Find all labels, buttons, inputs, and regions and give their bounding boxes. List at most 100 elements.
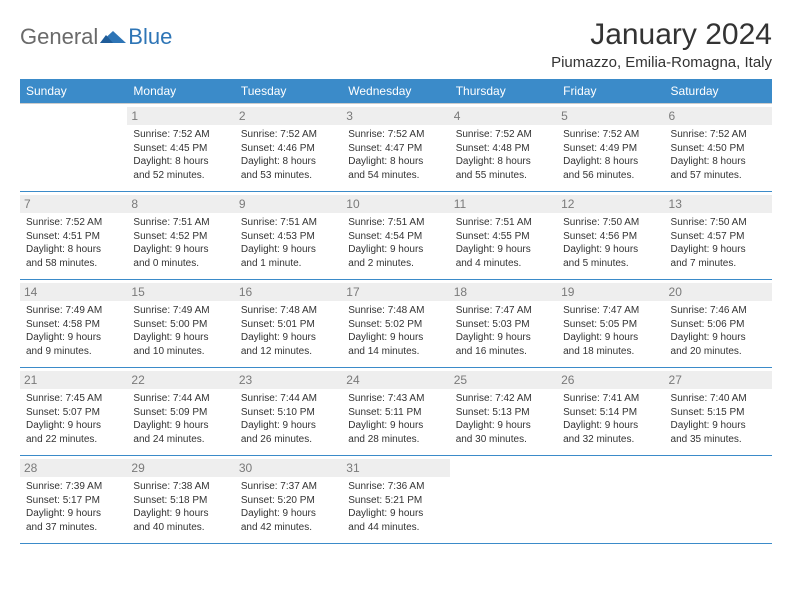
week-row: 7Sunrise: 7:52 AMSunset: 4:51 PMDaylight… (20, 192, 772, 280)
sunset-text: Sunset: 5:09 PM (133, 406, 228, 420)
sunset-text: Sunset: 4:49 PM (563, 142, 658, 156)
day-cell: 9Sunrise: 7:51 AMSunset: 4:53 PMDaylight… (235, 192, 342, 280)
daylight-text: Daylight: 9 hours (563, 331, 658, 345)
day-number: 28 (20, 459, 127, 477)
daylight-text: Daylight: 9 hours (348, 419, 443, 433)
day-cell: 14Sunrise: 7:49 AMSunset: 4:58 PMDayligh… (20, 280, 127, 368)
sunrise-text: Sunrise: 7:50 AM (563, 216, 658, 230)
sunrise-text: Sunrise: 7:37 AM (241, 480, 336, 494)
daylight-text: and 12 minutes. (241, 345, 336, 359)
daylight-text: and 18 minutes. (563, 345, 658, 359)
sunrise-text: Sunrise: 7:52 AM (348, 128, 443, 142)
day-cell: 18Sunrise: 7:47 AMSunset: 5:03 PMDayligh… (450, 280, 557, 368)
day-number: 30 (235, 459, 342, 477)
day-number: 11 (450, 195, 557, 213)
day-cell: 22Sunrise: 7:44 AMSunset: 5:09 PMDayligh… (127, 368, 234, 456)
daylight-text: and 4 minutes. (456, 257, 551, 271)
sunrise-text: Sunrise: 7:45 AM (26, 392, 121, 406)
sunset-text: Sunset: 5:00 PM (133, 318, 228, 332)
daylight-text: and 28 minutes. (348, 433, 443, 447)
daylight-text: Daylight: 9 hours (241, 331, 336, 345)
sunset-text: Sunset: 4:54 PM (348, 230, 443, 244)
day-number: 3 (342, 107, 449, 125)
daylight-text: and 26 minutes. (241, 433, 336, 447)
day-cell: 26Sunrise: 7:41 AMSunset: 5:14 PMDayligh… (557, 368, 664, 456)
daylight-text: and 16 minutes. (456, 345, 551, 359)
day-header: Monday (127, 79, 234, 104)
day-number: 14 (20, 283, 127, 301)
daylight-text: and 20 minutes. (671, 345, 766, 359)
day-cell: 23Sunrise: 7:44 AMSunset: 5:10 PMDayligh… (235, 368, 342, 456)
day-cell: 28Sunrise: 7:39 AMSunset: 5:17 PMDayligh… (20, 456, 127, 544)
sunset-text: Sunset: 4:51 PM (26, 230, 121, 244)
day-cell: 25Sunrise: 7:42 AMSunset: 5:13 PMDayligh… (450, 368, 557, 456)
day-cell: 2Sunrise: 7:52 AMSunset: 4:46 PMDaylight… (235, 104, 342, 192)
daylight-text: and 37 minutes. (26, 521, 121, 535)
daylight-text: and 30 minutes. (456, 433, 551, 447)
daylight-text: Daylight: 9 hours (133, 331, 228, 345)
daylight-text: Daylight: 9 hours (241, 507, 336, 521)
sunrise-text: Sunrise: 7:38 AM (133, 480, 228, 494)
day-cell: 19Sunrise: 7:47 AMSunset: 5:05 PMDayligh… (557, 280, 664, 368)
sunrise-text: Sunrise: 7:49 AM (26, 304, 121, 318)
daylight-text: Daylight: 9 hours (348, 243, 443, 257)
daylight-text: Daylight: 9 hours (563, 419, 658, 433)
sunrise-text: Sunrise: 7:51 AM (456, 216, 551, 230)
day-cell: 16Sunrise: 7:48 AMSunset: 5:01 PMDayligh… (235, 280, 342, 368)
sunrise-text: Sunrise: 7:51 AM (348, 216, 443, 230)
day-header: Wednesday (342, 79, 449, 104)
sunset-text: Sunset: 5:21 PM (348, 494, 443, 508)
sunset-text: Sunset: 5:05 PM (563, 318, 658, 332)
location-text: Piumazzo, Emilia-Romagna, Italy (551, 54, 772, 71)
daylight-text: Daylight: 9 hours (241, 419, 336, 433)
day-number: 18 (450, 283, 557, 301)
daylight-text: and 44 minutes. (348, 521, 443, 535)
brand-logo: General Blue (20, 18, 172, 50)
day-number: 27 (665, 371, 772, 389)
sunrise-text: Sunrise: 7:42 AM (456, 392, 551, 406)
day-number: 25 (450, 371, 557, 389)
sunset-text: Sunset: 4:45 PM (133, 142, 228, 156)
day-number: 9 (235, 195, 342, 213)
sunset-text: Sunset: 5:02 PM (348, 318, 443, 332)
sunset-text: Sunset: 4:55 PM (456, 230, 551, 244)
daylight-text: Daylight: 9 hours (671, 243, 766, 257)
brand-text-general: General (20, 24, 98, 50)
daylight-text: Daylight: 8 hours (241, 155, 336, 169)
sunrise-text: Sunrise: 7:40 AM (671, 392, 766, 406)
day-header: Friday (557, 79, 664, 104)
sunset-text: Sunset: 4:48 PM (456, 142, 551, 156)
sunrise-text: Sunrise: 7:51 AM (133, 216, 228, 230)
sunset-text: Sunset: 4:46 PM (241, 142, 336, 156)
day-number: 10 (342, 195, 449, 213)
daylight-text: Daylight: 9 hours (133, 419, 228, 433)
sunset-text: Sunset: 5:11 PM (348, 406, 443, 420)
day-number: 16 (235, 283, 342, 301)
day-cell: 6Sunrise: 7:52 AMSunset: 4:50 PMDaylight… (665, 104, 772, 192)
day-cell: 27Sunrise: 7:40 AMSunset: 5:15 PMDayligh… (665, 368, 772, 456)
brand-text-blue: Blue (128, 24, 172, 50)
sunrise-text: Sunrise: 7:46 AM (671, 304, 766, 318)
day-cell: 13Sunrise: 7:50 AMSunset: 4:57 PMDayligh… (665, 192, 772, 280)
daylight-text: and 40 minutes. (133, 521, 228, 535)
week-row: 14Sunrise: 7:49 AMSunset: 4:58 PMDayligh… (20, 280, 772, 368)
daylight-text: Daylight: 9 hours (456, 419, 551, 433)
day-header: Tuesday (235, 79, 342, 104)
day-cell: 21Sunrise: 7:45 AMSunset: 5:07 PMDayligh… (20, 368, 127, 456)
sunset-text: Sunset: 4:57 PM (671, 230, 766, 244)
sunrise-text: Sunrise: 7:52 AM (671, 128, 766, 142)
daylight-text: Daylight: 9 hours (348, 507, 443, 521)
sunset-text: Sunset: 4:56 PM (563, 230, 658, 244)
daylight-text: Daylight: 9 hours (26, 331, 121, 345)
day-number: 6 (665, 107, 772, 125)
day-cell: 4Sunrise: 7:52 AMSunset: 4:48 PMDaylight… (450, 104, 557, 192)
sunset-text: Sunset: 4:53 PM (241, 230, 336, 244)
daylight-text: and 22 minutes. (26, 433, 121, 447)
sunset-text: Sunset: 5:10 PM (241, 406, 336, 420)
daylight-text: and 14 minutes. (348, 345, 443, 359)
day-number: 2 (235, 107, 342, 125)
sunset-text: Sunset: 5:18 PM (133, 494, 228, 508)
day-number: 20 (665, 283, 772, 301)
daylight-text: and 58 minutes. (26, 257, 121, 271)
daylight-text: Daylight: 8 hours (26, 243, 121, 257)
